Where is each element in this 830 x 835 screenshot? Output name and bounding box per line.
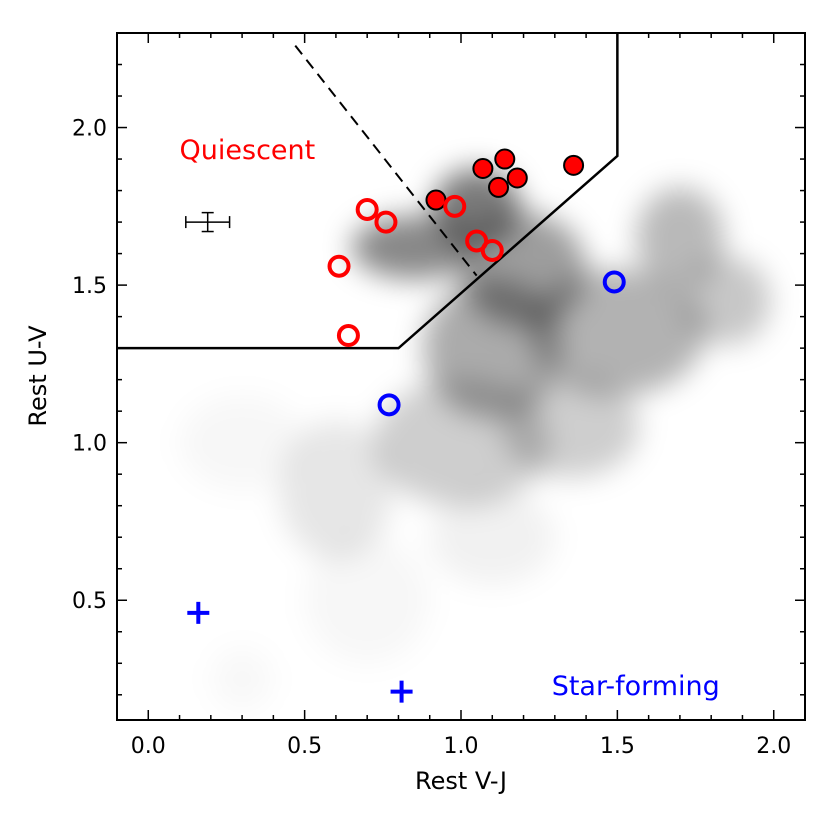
axis-ticks: 0.0 0.5 1.0 1.5 2.0 0.5 1.0 1.5 2.0 <box>72 33 806 759</box>
x-axis-label: Rest V-J <box>415 767 507 795</box>
open-circle-point <box>374 210 398 234</box>
density-blob <box>351 215 477 279</box>
density-blob <box>501 376 640 478</box>
x-tick-label: 1.0 <box>444 734 479 759</box>
y-tick-label: 1.0 <box>72 432 107 457</box>
quiescent-label: Quiescent <box>180 135 316 166</box>
density-blob <box>429 489 555 585</box>
x-tick-label: 2.0 <box>756 734 791 759</box>
density-blob <box>305 537 430 663</box>
open-circle-point <box>443 194 467 218</box>
filled-circle-point <box>488 176 510 198</box>
y-tick-label: 2.0 <box>72 117 107 142</box>
density-blob <box>211 648 274 711</box>
y-tick-label: 1.5 <box>72 274 107 299</box>
open-circle-point <box>336 324 360 348</box>
open-circle-point <box>480 238 504 262</box>
density-blob <box>529 269 705 396</box>
filled-circle-point <box>494 148 516 170</box>
density-blob <box>279 420 393 560</box>
filled-circle-point <box>563 154 585 176</box>
filled-circle-point <box>425 189 447 211</box>
filled-circle-point <box>506 167 528 189</box>
plus-point <box>187 601 210 624</box>
plus-point <box>390 680 413 703</box>
density-blob <box>373 379 549 506</box>
filled-circle-point <box>472 158 494 180</box>
open-circle-point <box>327 254 351 278</box>
quiescent-boundary-line <box>117 33 619 350</box>
typical-error-bar <box>185 211 231 233</box>
y-axis-label: Rest U-V <box>24 325 52 427</box>
data-points <box>187 148 626 703</box>
x-tick-label: 0.0 <box>131 734 166 759</box>
star-forming-label: Star-forming <box>552 671 720 702</box>
density-background <box>180 168 771 711</box>
selection-lines <box>117 33 619 350</box>
dashed-divider-line <box>294 44 478 277</box>
density-blob <box>636 187 724 289</box>
y-tick-label: 0.5 <box>72 589 107 614</box>
x-tick-label: 1.5 <box>600 734 635 759</box>
density-blob <box>683 256 771 345</box>
open-circle-point <box>377 393 401 417</box>
open-circle-point <box>355 197 379 221</box>
x-tick-label: 0.5 <box>287 734 322 759</box>
density-blob <box>180 395 305 490</box>
open-circle-point <box>602 270 626 294</box>
